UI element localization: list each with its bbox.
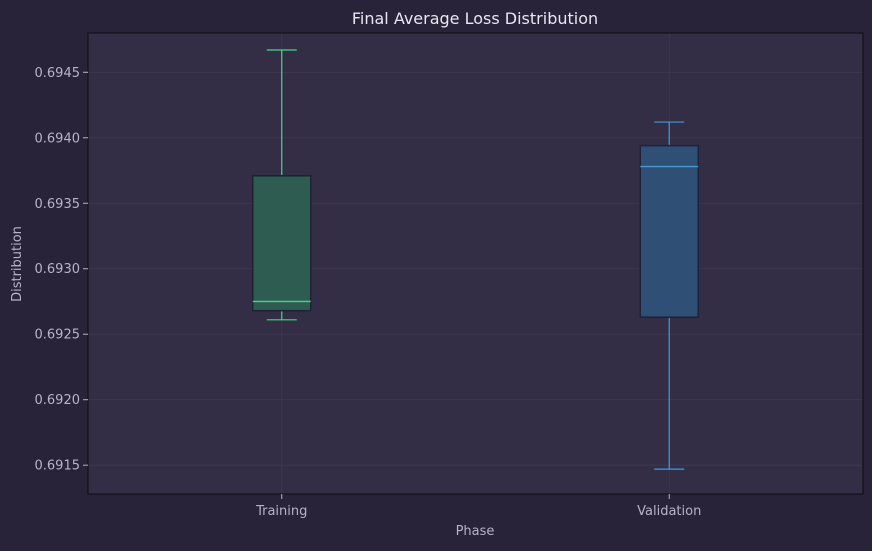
boxes-layer (252, 49, 699, 470)
x-tick-label: Training (255, 504, 307, 519)
x-axis-label: Phase (456, 524, 495, 539)
y-tick-label: 0.6930 (35, 262, 81, 277)
y-tick-label: 0.6940 (35, 131, 81, 146)
y-tick-label: 0.6935 (35, 197, 81, 212)
y-tick-label: 0.6925 (35, 328, 81, 343)
y-tick-label: 0.6915 (35, 459, 81, 474)
y-axis-ticks: 0.6915 0.6920 0.6925 0.6930 0.6935 0.6940 0.69… (35, 66, 88, 474)
box-validation (639, 121, 699, 470)
x-tick-label: Validation (637, 504, 701, 519)
y-tick-label: 0.6945 (35, 66, 81, 81)
chart-title: Final Average Loss Distribution (352, 9, 598, 28)
iqr-box-validation (639, 144, 699, 318)
x-axis-ticks: Training Validation (255, 494, 701, 519)
y-axis-label: Distribution (10, 226, 25, 302)
plot-frame (87, 32, 864, 495)
plot-area (88, 33, 863, 494)
y-tick-label: 0.6920 (35, 393, 81, 408)
box-training (252, 49, 312, 321)
iqr-box-training (252, 175, 312, 312)
